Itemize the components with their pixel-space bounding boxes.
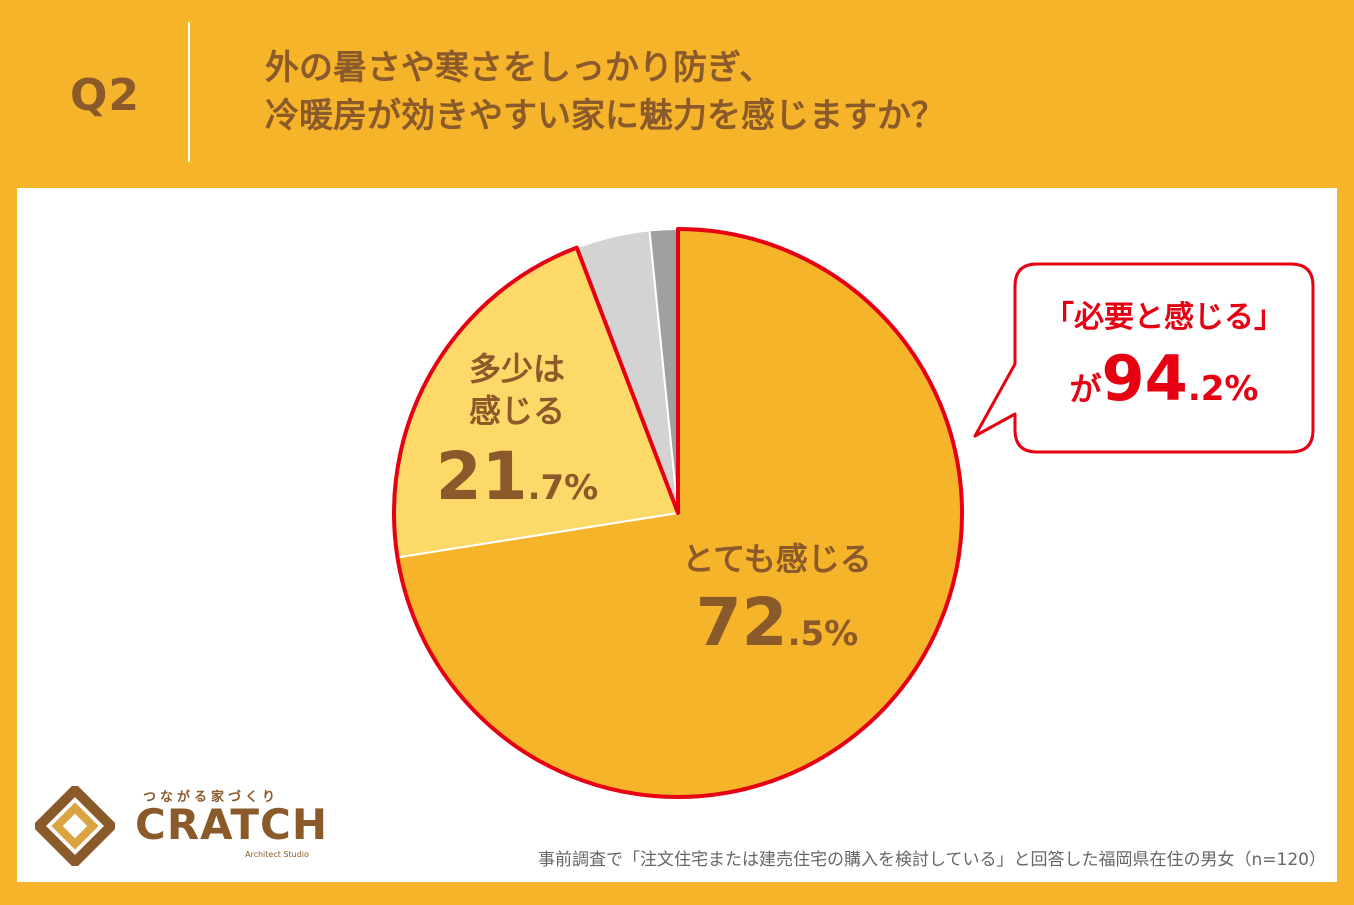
slice-label-somewhat: 多少は 感じる <box>437 348 597 432</box>
slice-label-somewhat-line1: 多少は <box>468 350 565 388</box>
callout-bubble <box>973 262 1315 454</box>
slice-value-very-int: 72 <box>695 584 788 661</box>
slice-value-somewhat: 21.7% <box>417 438 617 515</box>
slice-value-somewhat-dec: .7% <box>527 468 599 508</box>
footnote: 事前調査で「注文住宅または建売住宅の購入を検討している」と回答した福岡県在住の男… <box>538 850 1326 870</box>
cratch-logo: つながる家づくり CRATCH Architect Studio <box>35 786 329 866</box>
question-line-1: 外の暑さや寒さをしっかり防ぎ、 <box>265 48 774 88</box>
question-text: 外の暑さや寒さをしっかり防ぎ、 冷暖房が効きやすい家に魅力を感じますか？ <box>265 44 945 140</box>
slice-label-somewhat-line2: 感じる <box>468 392 565 430</box>
agree-total-outline <box>392 227 964 799</box>
header: Q2 外の暑さや寒さをしっかり防ぎ、 冷暖房が効きやすい家に魅力を感じますか？ <box>0 0 1354 188</box>
slice-value-very: 72.5% <box>677 584 877 661</box>
callout-value-dec: .2% <box>1187 369 1259 409</box>
question-line-2: 冷暖房が効きやすい家に魅力を感じますか？ <box>265 96 945 136</box>
slice-value-somewhat-int: 21 <box>435 438 528 515</box>
logo-tagline: つながる家づくり <box>143 790 280 805</box>
callout-prefix: が <box>1069 370 1102 408</box>
pie-chart <box>392 227 1315 799</box>
callout-value: が94.2% <box>1017 342 1311 415</box>
logo-mark-icon <box>35 786 115 866</box>
logo-sub: Architect Studio <box>245 850 309 859</box>
chart-panel: 多少は 感じる 21.7% とても感じる 72.5% 「必要と感じる」 が94.… <box>17 188 1337 882</box>
slice-value-very-dec: .5% <box>787 614 859 654</box>
question-number: Q2 <box>70 70 141 121</box>
logo-name: CRATCH <box>135 800 329 849</box>
header-divider <box>188 22 190 162</box>
slice-label-very: とても感じる <box>682 540 872 578</box>
callout-value-int: 94 <box>1101 342 1188 415</box>
callout-line1: 「必要と感じる」 <box>1044 300 1284 335</box>
